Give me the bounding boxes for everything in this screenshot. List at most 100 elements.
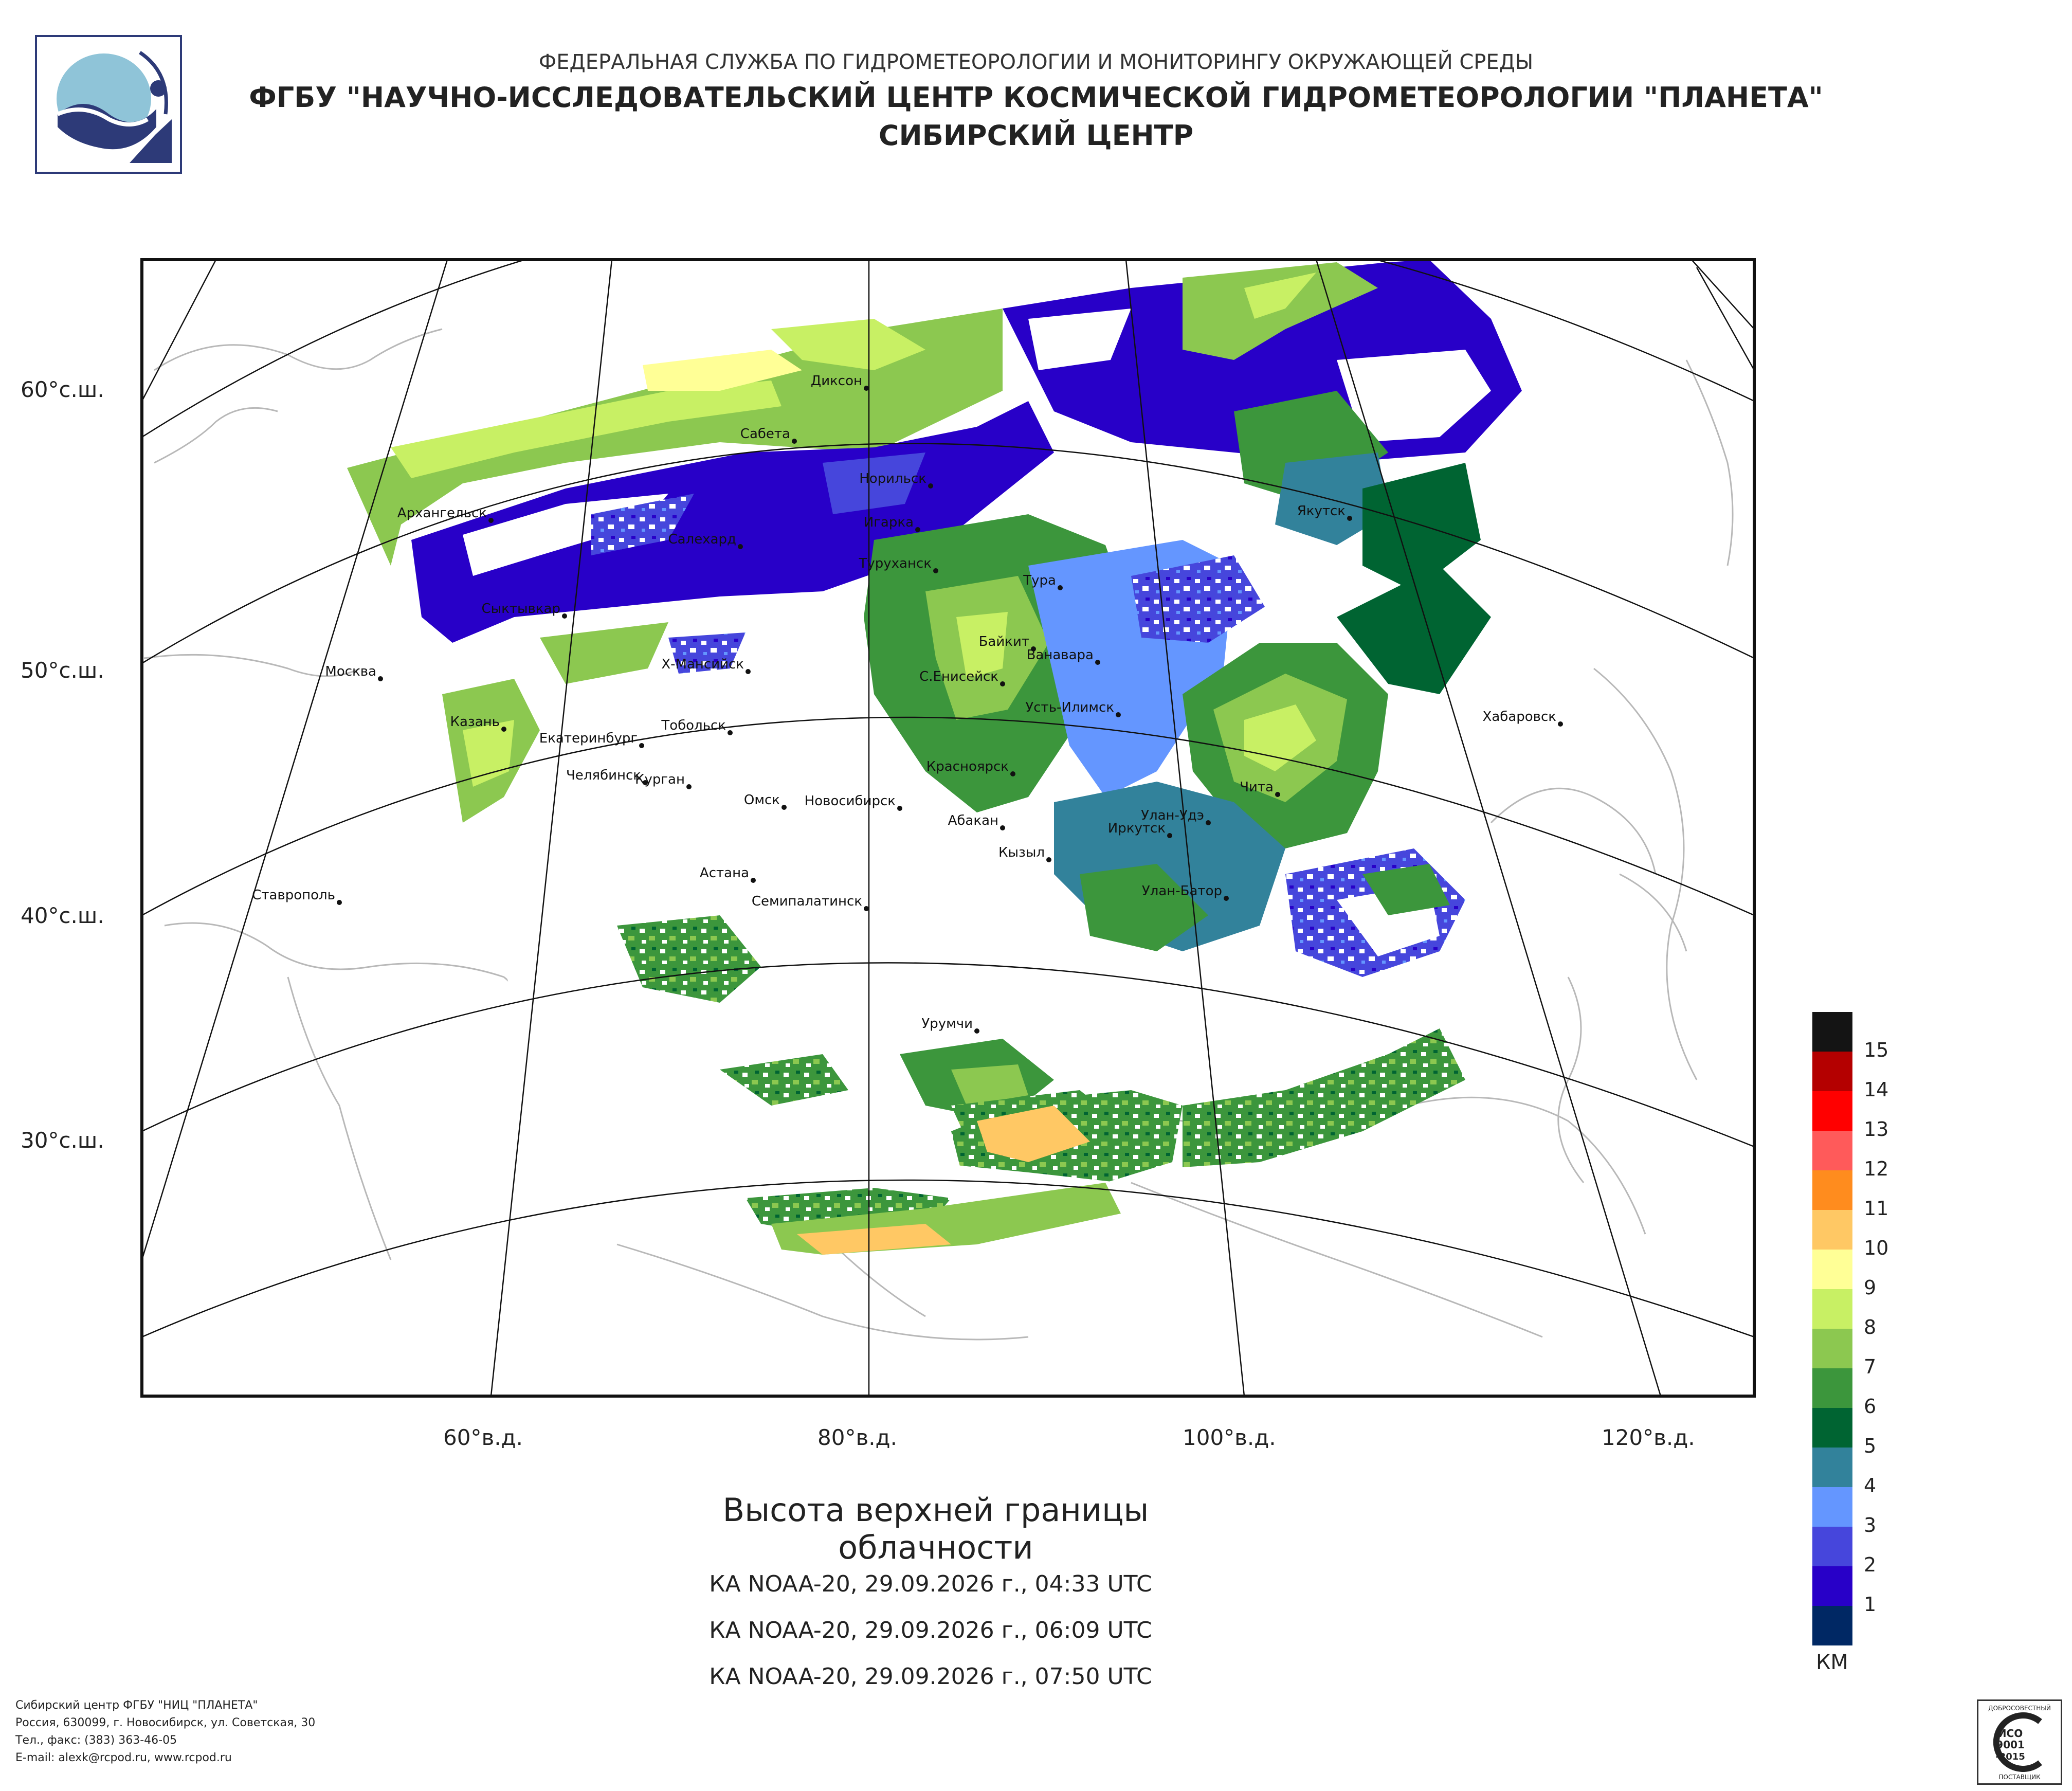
lat-label-60: 60°с.ш. — [21, 377, 104, 402]
city-dot — [751, 878, 756, 883]
city-label: Хабаровск — [1483, 709, 1556, 725]
legend-level-label: 13 — [1864, 1118, 1889, 1141]
legend-swatch — [1812, 1329, 1852, 1368]
city-label: Ставрополь — [252, 888, 335, 903]
city-dot — [1224, 896, 1229, 901]
legend-swatch — [1812, 1250, 1852, 1289]
city-label: Ванавара — [1027, 647, 1094, 663]
city-dot — [1095, 660, 1100, 665]
city-dot — [933, 568, 938, 573]
lat-label-50: 50°с.ш. — [21, 658, 104, 683]
city-label: Иркутск — [1108, 821, 1166, 836]
legend-level-label: 12 — [1864, 1157, 1889, 1180]
city-dot — [746, 669, 751, 674]
city-label: Урумчи — [921, 1016, 973, 1032]
city-label: Москва — [325, 664, 376, 679]
city-label: Сабета — [740, 426, 790, 442]
legend-swatch — [1812, 1606, 1852, 1645]
city-dot — [488, 518, 494, 523]
legend-level-label: 1 — [1864, 1593, 1877, 1616]
legend-level-label: 7 — [1864, 1355, 1877, 1378]
graticule — [142, 260, 1754, 1396]
legend-swatch — [1812, 1408, 1852, 1448]
lat-label-40: 40°с.ш. — [21, 903, 104, 928]
iso-badge-icon: ДОБРОСОВЕСТНЫЙ ИСО 9001 -2015 ПОСТАВЩИК — [1988, 1704, 2051, 1781]
legend-level-label: 11 — [1864, 1197, 1889, 1220]
svg-text:ПОСТАВЩИК: ПОСТАВЩИК — [1998, 1774, 2041, 1781]
city-dot — [686, 784, 692, 789]
city-label: Туруханск — [859, 556, 932, 571]
city-dot — [1031, 646, 1036, 652]
city-dot — [1347, 516, 1352, 521]
legend-unit: КМ — [1816, 1651, 1848, 1674]
city-markers: Диксон Сабета Норильск Архангельск Салехард И… — [252, 373, 1563, 1034]
header-center-line: СИБИРСКИЙ ЦЕНТР — [878, 119, 1194, 152]
city-dot — [1000, 825, 1005, 830]
southern-swath — [668, 1028, 1465, 1255]
satellite-pass-1: КА NOAA-20, 29.09.2026 г., 04:33 UTC — [709, 1571, 1152, 1597]
city-dot — [928, 483, 933, 489]
city-dot — [897, 806, 902, 811]
city-label: Сыктывкар — [481, 601, 560, 617]
city-label: Байкит — [979, 634, 1029, 649]
city-dot — [781, 805, 787, 810]
satellite-pass-3: КА NOAA-20, 29.09.2026 г., 07:50 UTC — [709, 1663, 1152, 1690]
city-label: Салехард — [668, 532, 736, 547]
city-dot — [864, 906, 869, 911]
map-title: Высота верхней границы облачности — [722, 1491, 1149, 1566]
city-label: Х-Мансийск — [661, 657, 744, 672]
legend-swatch — [1812, 1131, 1852, 1170]
city-dot — [639, 743, 644, 748]
city-label: Семипалатинск — [752, 894, 862, 909]
header-agency-line: ФЕДЕРАЛЬНАЯ СЛУЖБА ПО ГИДРОМЕТЕОРОЛОГИИ … — [538, 50, 1534, 74]
city-dot — [562, 613, 567, 619]
footer-org: Сибирский центр ФГБУ "НИЦ "ПЛАНЕТА" — [15, 1699, 258, 1712]
city-label: Игарка — [864, 515, 914, 530]
svg-text:9001: 9001 — [1996, 1739, 2025, 1751]
city-dot — [1058, 585, 1063, 590]
city-dot — [1558, 721, 1563, 727]
city-dot — [501, 727, 506, 732]
footer-email: E-mail: alexk@rcpod.ru, www.rcpod.ru — [15, 1751, 232, 1764]
legend-level-label: 10 — [1864, 1237, 1889, 1259]
legend-level-label: 2 — [1864, 1553, 1877, 1576]
svg-text:ИСО: ИСО — [1998, 1727, 2023, 1740]
lon-label-120: 120°в.д. — [1602, 1425, 1695, 1450]
city-label: Омск — [744, 792, 780, 808]
city-label: С.Енисейск — [919, 669, 998, 684]
legend-swatch — [1812, 1289, 1852, 1329]
legend-swatch — [1812, 1052, 1852, 1091]
planeta-logo — [35, 35, 182, 174]
legend-level-label: 14 — [1864, 1078, 1889, 1101]
map-content — [143, 260, 1734, 1341]
legend-swatch — [1812, 1527, 1852, 1566]
city-dot — [1116, 712, 1121, 717]
city-label: Архангельск — [397, 505, 487, 521]
svg-text:-2015: -2015 — [1995, 1751, 2025, 1762]
legend-level-label: 6 — [1864, 1395, 1877, 1418]
cloud-swath — [347, 260, 1522, 1193]
legend-swatch — [1812, 1448, 1852, 1487]
lon-label-80: 80°в.д. — [817, 1425, 897, 1450]
city-label: Красноярск — [926, 759, 1009, 774]
legend-swatch — [1812, 1487, 1852, 1527]
lat-label-30: 30°с.ш. — [21, 1128, 104, 1153]
city-label: Улан-Удэ — [1141, 808, 1204, 823]
iso-badge: ДОБРОСОВЕСТНЫЙ ИСО 9001 -2015 ПОСТАВЩИК — [1977, 1699, 2062, 1785]
city-label: Чита — [1240, 780, 1274, 795]
legend-level-label: 9 — [1864, 1276, 1877, 1299]
legend-level-label: 4 — [1864, 1474, 1877, 1497]
legend-swatch — [1812, 1170, 1852, 1210]
city-label: Диксон — [811, 373, 862, 389]
footer-address: Россия, 630099, г. Новосибирск, ул. Сове… — [15, 1716, 316, 1729]
city-dot — [792, 439, 797, 444]
city-label: Усть-Илимск — [1025, 700, 1114, 715]
city-dot — [643, 780, 648, 785]
satellite-pass-2: КА NOAA-20, 29.09.2026 г., 06:09 UTC — [709, 1617, 1152, 1643]
city-dot — [337, 900, 342, 905]
city-dot — [738, 544, 743, 549]
city-label: Челябинск — [566, 768, 641, 783]
city-dot — [1275, 792, 1280, 797]
city-label: Астана — [700, 865, 749, 881]
city-label: Норильск — [859, 471, 926, 486]
